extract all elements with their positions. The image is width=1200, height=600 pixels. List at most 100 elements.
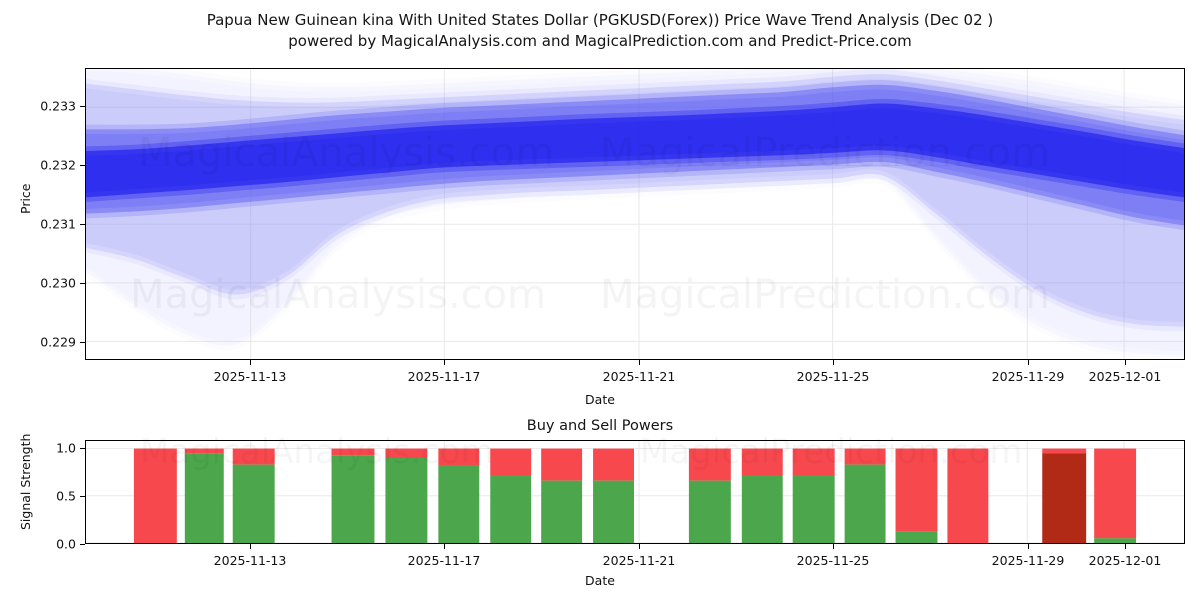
price-wave-band: [86, 103, 1184, 198]
buy-sell-powers-title: Buy and Sell Powers: [526, 418, 674, 434]
price-x-tick-label: 2025-11-13: [213, 369, 287, 384]
buy-sell-bar[interactable]: [232, 448, 275, 543]
buy-sell-powers-plot-area: [85, 440, 1185, 544]
bar-segment-sell: [385, 448, 428, 458]
signal-x-tick-mark: [1125, 544, 1126, 549]
bar-segment-sell: [184, 448, 224, 454]
buy-sell-bar[interactable]: [688, 448, 731, 543]
price-x-tick-label: 2025-11-21: [602, 369, 676, 384]
price-y-tick-label: 0.231: [40, 216, 76, 232]
buy-sell-bar[interactable]: [844, 448, 886, 543]
bar-segment-buy: [792, 475, 835, 543]
bar-segment-sell: [490, 448, 532, 475]
bar-segment-sell: [593, 448, 635, 481]
signal-strength-y-axis-label: Signal Strength: [18, 433, 33, 530]
bar-segment-buy: [895, 531, 938, 543]
price-wave-chart-plot-area: [85, 68, 1185, 360]
price-x-tick-label: 2025-12-01: [1088, 369, 1162, 384]
price-y-tick-mark: [80, 165, 85, 167]
bar-segment-buy: [331, 455, 375, 543]
signal-y-tick-label: 0.0: [56, 536, 76, 552]
bar-segment-buy: [593, 480, 635, 543]
signal-x-tick-mark: [444, 544, 445, 549]
bar-segment-buy: [438, 465, 480, 543]
bar-segment-sell: [331, 448, 375, 456]
bar-segment-sell: [438, 448, 480, 466]
signal-x-tick-mark: [639, 544, 640, 549]
signal-x-tick-label: 2025-11-13: [213, 553, 287, 568]
price-x-tick-label: 2025-11-17: [407, 369, 481, 384]
price-x-tick-mark: [444, 360, 445, 365]
price-x-tick-label: 2025-11-25: [796, 369, 870, 384]
bar-segment-sell: [947, 448, 989, 543]
bar-segment-strong-sell: [1042, 453, 1087, 543]
price-y-tick-label: 0.230: [40, 275, 76, 291]
bar-segment-sell: [792, 448, 835, 475]
bar-segment-sell: [1094, 448, 1137, 539]
price-wave-svg: [86, 69, 1184, 359]
bar-segment-buy: [844, 464, 886, 543]
signal-x-tick-label: 2025-11-25: [796, 553, 870, 568]
bar-segment-sell: [133, 448, 177, 543]
signal-y-tick-mark: [80, 544, 85, 545]
signal-y-tick-label: 0.5: [56, 488, 76, 504]
signal-y-tick-mark: [80, 495, 85, 497]
price-x-tick-label: 2025-11-29: [991, 369, 1065, 384]
bar-segment-buy: [184, 453, 224, 543]
price-x-tick-mark: [639, 360, 640, 365]
signal-x-tick-label: 2025-11-17: [407, 553, 481, 568]
price-y-tick-label: 0.232: [40, 157, 76, 173]
price-y-tick-mark: [80, 283, 85, 285]
bar-segment-sell: [688, 448, 731, 481]
buy-sell-bar[interactable]: [490, 448, 532, 543]
price-x-tick-mark: [1028, 360, 1029, 365]
buy-sell-bar[interactable]: [895, 448, 938, 543]
price-y-tick-mark: [80, 342, 85, 344]
price-x-axis-label: Date: [585, 392, 615, 407]
buy-sell-bar[interactable]: [385, 448, 428, 543]
buy-sell-bar[interactable]: [541, 448, 583, 543]
bar-segment-sell: [541, 448, 583, 481]
signal-x-tick-label: 2025-11-29: [991, 553, 1065, 568]
buy-sell-bar[interactable]: [133, 448, 177, 543]
signal-x-tick-mark: [250, 544, 251, 549]
bar-segment-sell: [895, 448, 938, 532]
price-wave-band: [86, 98, 1184, 193]
bar-segment-sell: [741, 448, 783, 475]
signal-x-tick-label: 2025-11-21: [602, 553, 676, 568]
signal-x-tick-label: 2025-12-01: [1088, 553, 1162, 568]
bar-segment-buy: [490, 475, 532, 543]
title-line-2: powered by MagicalAnalysis.com and Magic…: [288, 32, 912, 50]
price-y-tick-mark: [80, 224, 85, 226]
buy-sell-bar[interactable]: [1094, 448, 1137, 543]
signal-y-tick-mark: [80, 447, 85, 449]
buy-sell-x-axis-label: Date: [585, 573, 615, 588]
signal-x-tick-mark: [833, 544, 834, 549]
price-x-tick-mark: [833, 360, 834, 365]
buy-sell-bar[interactable]: [741, 448, 783, 543]
signal-y-tick-label: 1.0: [56, 440, 76, 456]
bar-segment-buy: [541, 480, 583, 543]
bar-segment-buy: [741, 475, 783, 543]
title-line-1: Papua New Guinean kina With United State…: [206, 11, 994, 29]
buy-sell-bar[interactable]: [947, 448, 989, 543]
bar-segment-buy: [385, 458, 428, 543]
page-title: Papua New Guinean kina With United State…: [0, 10, 1200, 52]
buy-sell-bar[interactable]: [1042, 448, 1087, 543]
bar-segment-buy: [232, 464, 275, 543]
signal-x-tick-mark: [1028, 544, 1029, 549]
buy-sell-bar[interactable]: [438, 448, 480, 543]
buy-sell-powers-svg: [86, 441, 1184, 543]
bar-segment-buy: [688, 480, 731, 543]
buy-sell-bar[interactable]: [593, 448, 635, 543]
price-x-tick-mark: [250, 360, 251, 365]
buy-sell-bar[interactable]: [184, 448, 224, 543]
price-y-tick-label: 0.233: [40, 98, 76, 114]
buy-sell-bar[interactable]: [792, 448, 835, 543]
bar-segment-sell: [1042, 448, 1087, 454]
price-x-tick-mark: [1125, 360, 1126, 365]
price-y-axis-label: Price: [18, 183, 33, 215]
buy-sell-bar[interactable]: [331, 448, 375, 543]
price-y-tick-label: 0.229: [40, 334, 76, 350]
